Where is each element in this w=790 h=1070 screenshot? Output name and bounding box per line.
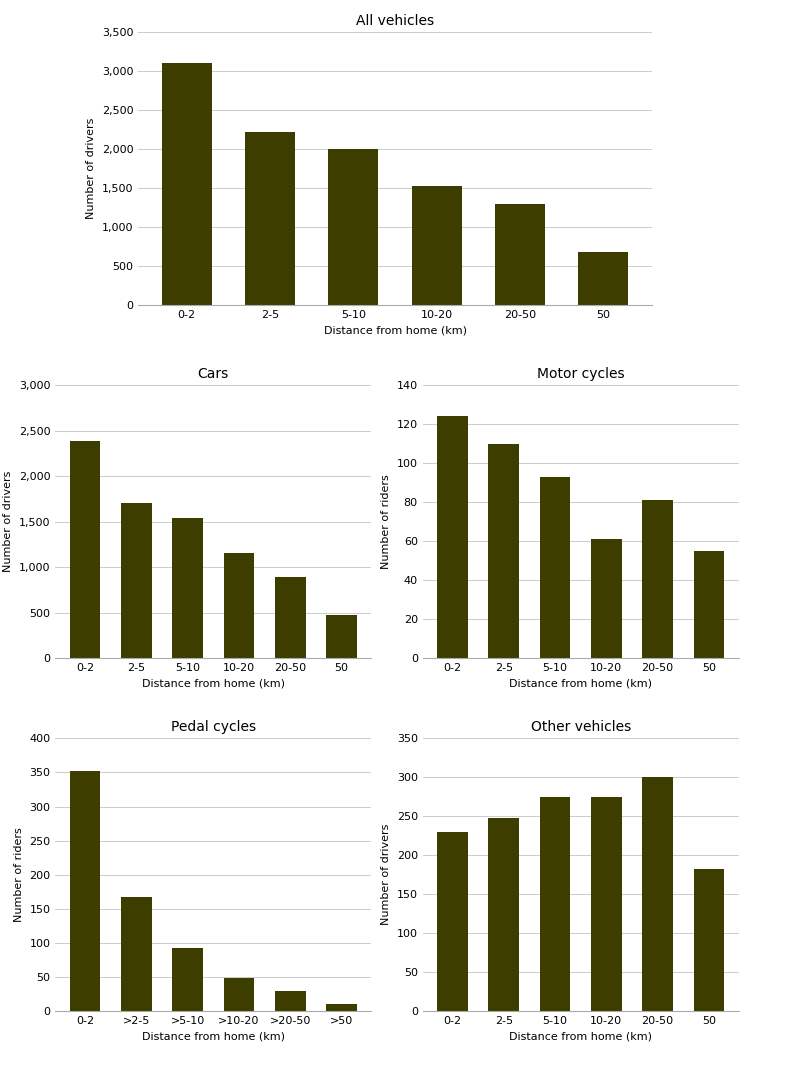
Bar — [437, 416, 468, 658]
Title: Motor cycles: Motor cycles — [537, 367, 624, 381]
Bar — [540, 477, 570, 658]
Bar — [275, 577, 306, 658]
Bar — [642, 777, 673, 1011]
Bar — [495, 204, 545, 305]
Title: Other vehicles: Other vehicles — [531, 720, 630, 734]
Bar — [591, 539, 622, 658]
Bar — [642, 500, 673, 658]
Y-axis label: Number of riders: Number of riders — [381, 474, 391, 569]
Bar — [70, 771, 100, 1011]
Bar — [172, 948, 203, 1011]
Bar — [488, 444, 519, 658]
Bar — [437, 831, 468, 1011]
Y-axis label: Number of drivers: Number of drivers — [3, 471, 13, 572]
Bar — [224, 978, 254, 1011]
Bar — [326, 1005, 357, 1011]
Bar — [245, 132, 295, 305]
Bar — [412, 186, 461, 305]
X-axis label: Distance from home (km): Distance from home (km) — [323, 325, 467, 335]
Y-axis label: Number of drivers: Number of drivers — [86, 118, 96, 219]
X-axis label: Distance from home (km): Distance from home (km) — [509, 1031, 653, 1041]
Y-axis label: Number of riders: Number of riders — [13, 827, 24, 922]
Bar — [694, 869, 724, 1011]
Bar — [172, 518, 203, 658]
Bar — [162, 63, 212, 305]
Bar — [578, 251, 628, 305]
Title: Pedal cycles: Pedal cycles — [171, 720, 256, 734]
Title: All vehicles: All vehicles — [356, 14, 434, 28]
X-axis label: Distance from home (km): Distance from home (km) — [141, 678, 285, 688]
Bar — [70, 441, 100, 658]
Bar — [224, 553, 254, 658]
Y-axis label: Number of drivers: Number of drivers — [381, 824, 391, 926]
Bar — [326, 615, 357, 658]
Bar — [488, 817, 519, 1011]
X-axis label: Distance from home (km): Distance from home (km) — [141, 1031, 285, 1041]
Bar — [275, 991, 306, 1011]
Bar — [121, 897, 152, 1011]
Title: Cars: Cars — [198, 367, 229, 381]
Bar — [540, 797, 570, 1011]
X-axis label: Distance from home (km): Distance from home (km) — [509, 678, 653, 688]
Bar — [121, 503, 152, 658]
Bar — [329, 149, 378, 305]
Bar — [694, 551, 724, 658]
Bar — [591, 797, 622, 1011]
